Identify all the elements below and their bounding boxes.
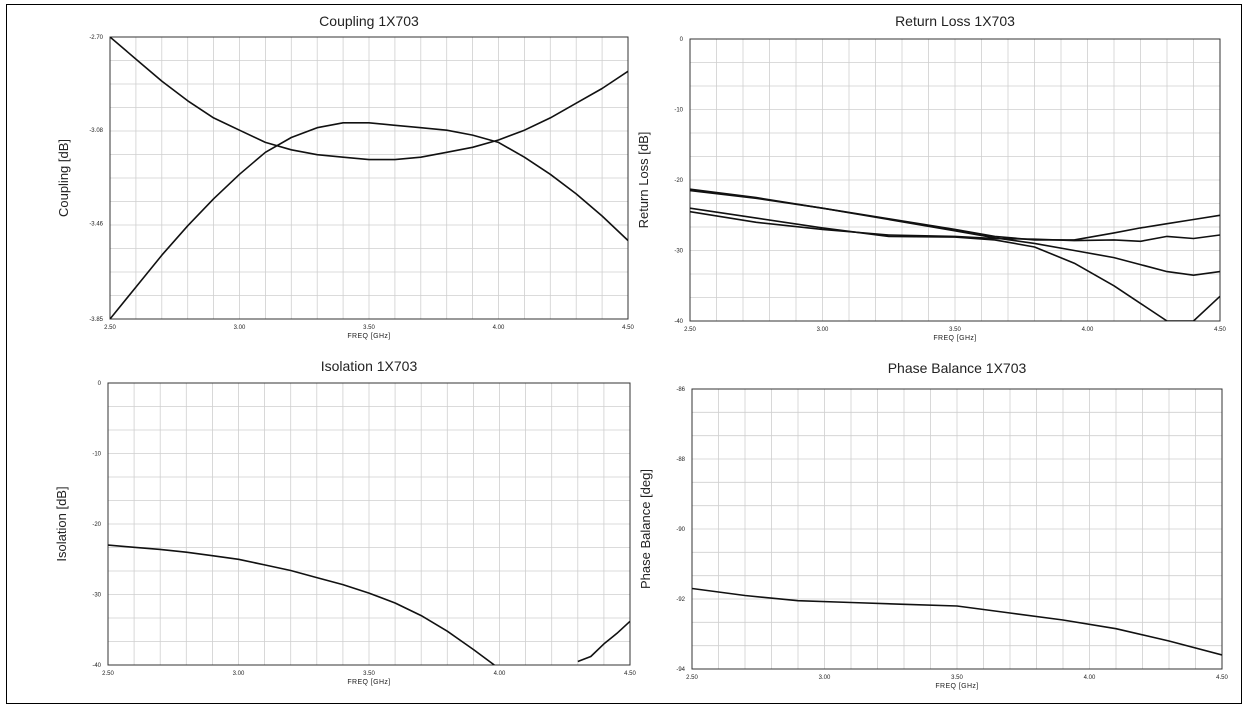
x-tick-label: 4.00 — [494, 671, 506, 677]
chart-title: Phase Balance 1X703 — [888, 360, 1027, 376]
y-tick-label: -92 — [676, 597, 685, 603]
chart-title: Return Loss 1X703 — [895, 13, 1015, 29]
phase-balance-chart: Phase Balance 1X703 Phase Balance [deg] FR… — [638, 360, 1228, 690]
chart-title: Isolation 1X703 — [321, 358, 418, 374]
x-tick-label: 4.50 — [622, 325, 634, 331]
phase-balance-series-1-line — [692, 587, 1222, 656]
y-tick-label: -90 — [676, 527, 685, 533]
y-tick-label: -88 — [676, 457, 685, 463]
x-tick-label: 4.50 — [624, 671, 636, 677]
y-tick-label: -3.85 — [89, 317, 103, 323]
figure-frame — [6, 4, 1242, 704]
x-tick-label: 3.00 — [234, 325, 246, 331]
y-tick-label: -20 — [92, 522, 101, 528]
coupling-series-2-line — [110, 122, 628, 319]
y-axis-label: Phase Balance [deg] — [638, 469, 653, 589]
y-axis-label: Isolation [dB] — [54, 486, 69, 561]
x-tick-label: 3.50 — [951, 675, 963, 681]
chart-title: Coupling 1X703 — [319, 13, 419, 29]
x-tick-label: 3.00 — [819, 675, 831, 681]
plot-area-border — [109, 36, 629, 320]
x-tick-label: 2.50 — [102, 671, 114, 677]
isolation-series-2-line — [577, 620, 630, 663]
x-tick-label: 4.00 — [1082, 327, 1094, 333]
return-loss-chart: Return Loss 1X703 Return Loss [dB] FREQ [G… — [636, 13, 1226, 342]
x-axis-label: FREQ [GHz] — [933, 335, 976, 342]
y-axis-label: Return Loss [dB] — [636, 132, 651, 229]
x-tick-label: 3.50 — [949, 327, 961, 333]
y-tick-label: -86 — [676, 387, 685, 393]
x-tick-label: 3.50 — [363, 325, 375, 331]
y-tick-label: -30 — [92, 593, 101, 599]
x-tick-label: 2.50 — [686, 675, 698, 681]
y-axis-label: Coupling [dB] — [56, 139, 71, 217]
isolation-series-1-line — [108, 544, 495, 665]
y-tick-label: 0 — [680, 37, 684, 43]
x-tick-label: 4.50 — [1214, 327, 1226, 333]
x-tick-label: 2.50 — [684, 327, 696, 333]
plot-area-border — [107, 382, 631, 666]
x-tick-label: 3.00 — [233, 671, 245, 677]
y-tick-label: -94 — [676, 667, 685, 673]
x-axis-label: FREQ [GHz] — [935, 683, 978, 690]
y-tick-label: -2.70 — [89, 35, 103, 41]
return-loss-series-4-line — [690, 207, 1220, 321]
x-tick-label: 3.50 — [363, 671, 375, 677]
y-tick-label: 0 — [98, 381, 102, 387]
y-tick-label: -3.08 — [89, 128, 103, 134]
x-tick-label: 2.50 — [104, 325, 116, 331]
y-tick-label: -40 — [674, 319, 683, 325]
x-tick-label: 4.50 — [1216, 675, 1228, 681]
y-tick-label: -40 — [92, 663, 101, 669]
coupling-chart: Coupling 1X703 Coupling [dB] FREQ [GHz] 2.5… — [56, 13, 634, 340]
y-tick-label: -20 — [674, 178, 683, 184]
plot-area-border — [691, 388, 1223, 670]
y-tick-label: -3.46 — [89, 221, 103, 227]
x-axis-label: FREQ [GHz] — [347, 333, 390, 340]
isolation-chart: Isolation 1X703 Isolation [dB] FREQ [GHz] 2… — [54, 358, 636, 686]
coupling-series-1-line — [110, 37, 628, 161]
return-loss-series-2-line — [690, 188, 1220, 277]
plot-area-border — [689, 38, 1221, 322]
y-tick-label: -30 — [674, 249, 683, 255]
x-tick-label: 4.00 — [1084, 675, 1096, 681]
x-tick-label: 4.00 — [493, 325, 505, 331]
y-tick-label: -10 — [92, 452, 101, 458]
return-loss-series-3-line — [690, 210, 1220, 243]
y-tick-label: -10 — [674, 108, 683, 114]
x-tick-label: 3.00 — [817, 327, 829, 333]
x-axis-label: FREQ [GHz] — [347, 679, 390, 686]
